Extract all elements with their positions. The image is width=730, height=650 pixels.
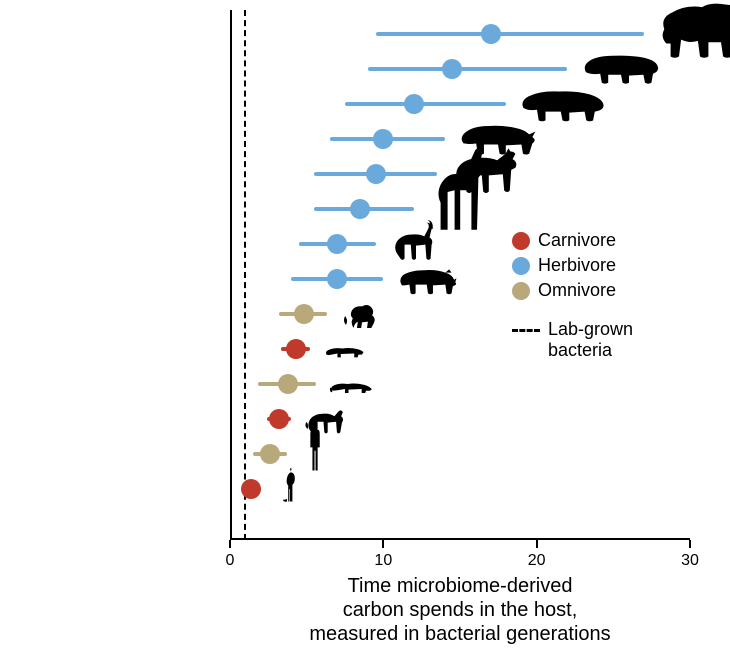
data-point: [286, 339, 306, 359]
data-point: [327, 269, 347, 289]
x-axis-title: Time microbiome-derivedcarbon spends in …: [230, 574, 690, 646]
legend-swatch-icon: [512, 232, 530, 250]
data-point: [278, 374, 298, 394]
data-point: [241, 479, 261, 499]
ferret-icon: [324, 335, 366, 363]
mouse-icon: [330, 370, 374, 398]
data-point: [366, 164, 386, 184]
data-point: [294, 304, 314, 324]
legend-label: Carnivore: [538, 230, 616, 251]
error-bar: [376, 32, 644, 36]
meerkat-icon: [275, 461, 305, 505]
x-tick: [382, 540, 384, 548]
reference-line: [244, 10, 246, 540]
data-point: [350, 199, 370, 219]
legend-swatch-icon: [512, 282, 530, 300]
legend-dash-icon: [512, 329, 540, 332]
legend-label: Herbivore: [538, 255, 616, 276]
y-axis-line: [230, 10, 232, 540]
error-bar: [368, 67, 567, 71]
legend-item: Herbivore: [512, 255, 633, 276]
antelope-icon: [390, 218, 442, 264]
data-point: [404, 94, 424, 114]
x-tick: [229, 540, 231, 548]
x-tick-label: 20: [528, 552, 546, 570]
x-tick-label: 30: [681, 552, 699, 570]
data-point: [269, 409, 289, 429]
x-tick: [536, 540, 538, 548]
legend-label: Lab-grownbacteria: [548, 319, 633, 360]
legend-item: Omnivore: [512, 280, 633, 301]
error-bar: [345, 102, 506, 106]
data-point: [481, 24, 501, 44]
legend-swatch-icon: [512, 257, 530, 275]
x-tick-label: 0: [226, 552, 235, 570]
data-point: [327, 234, 347, 254]
legend: Carnivore Herbivore Omnivore Lab-grownbacte…: [512, 230, 633, 364]
data-point: [442, 59, 462, 79]
x-axis-line: [230, 538, 690, 540]
data-point: [373, 129, 393, 149]
legend-label: Omnivore: [538, 280, 616, 301]
x-tick-label: 10: [374, 552, 392, 570]
legend-item: Carnivore: [512, 230, 633, 251]
elephant-icon: [658, 0, 730, 63]
monkey-icon: [341, 292, 383, 332]
cow-icon: [397, 259, 459, 299]
chart-root: 0 10 20 30 Time microbiome-derivedcarbon spe…: [0, 0, 730, 650]
legend-item-reference: Lab-grownbacteria: [512, 319, 633, 360]
x-tick: [689, 540, 691, 548]
